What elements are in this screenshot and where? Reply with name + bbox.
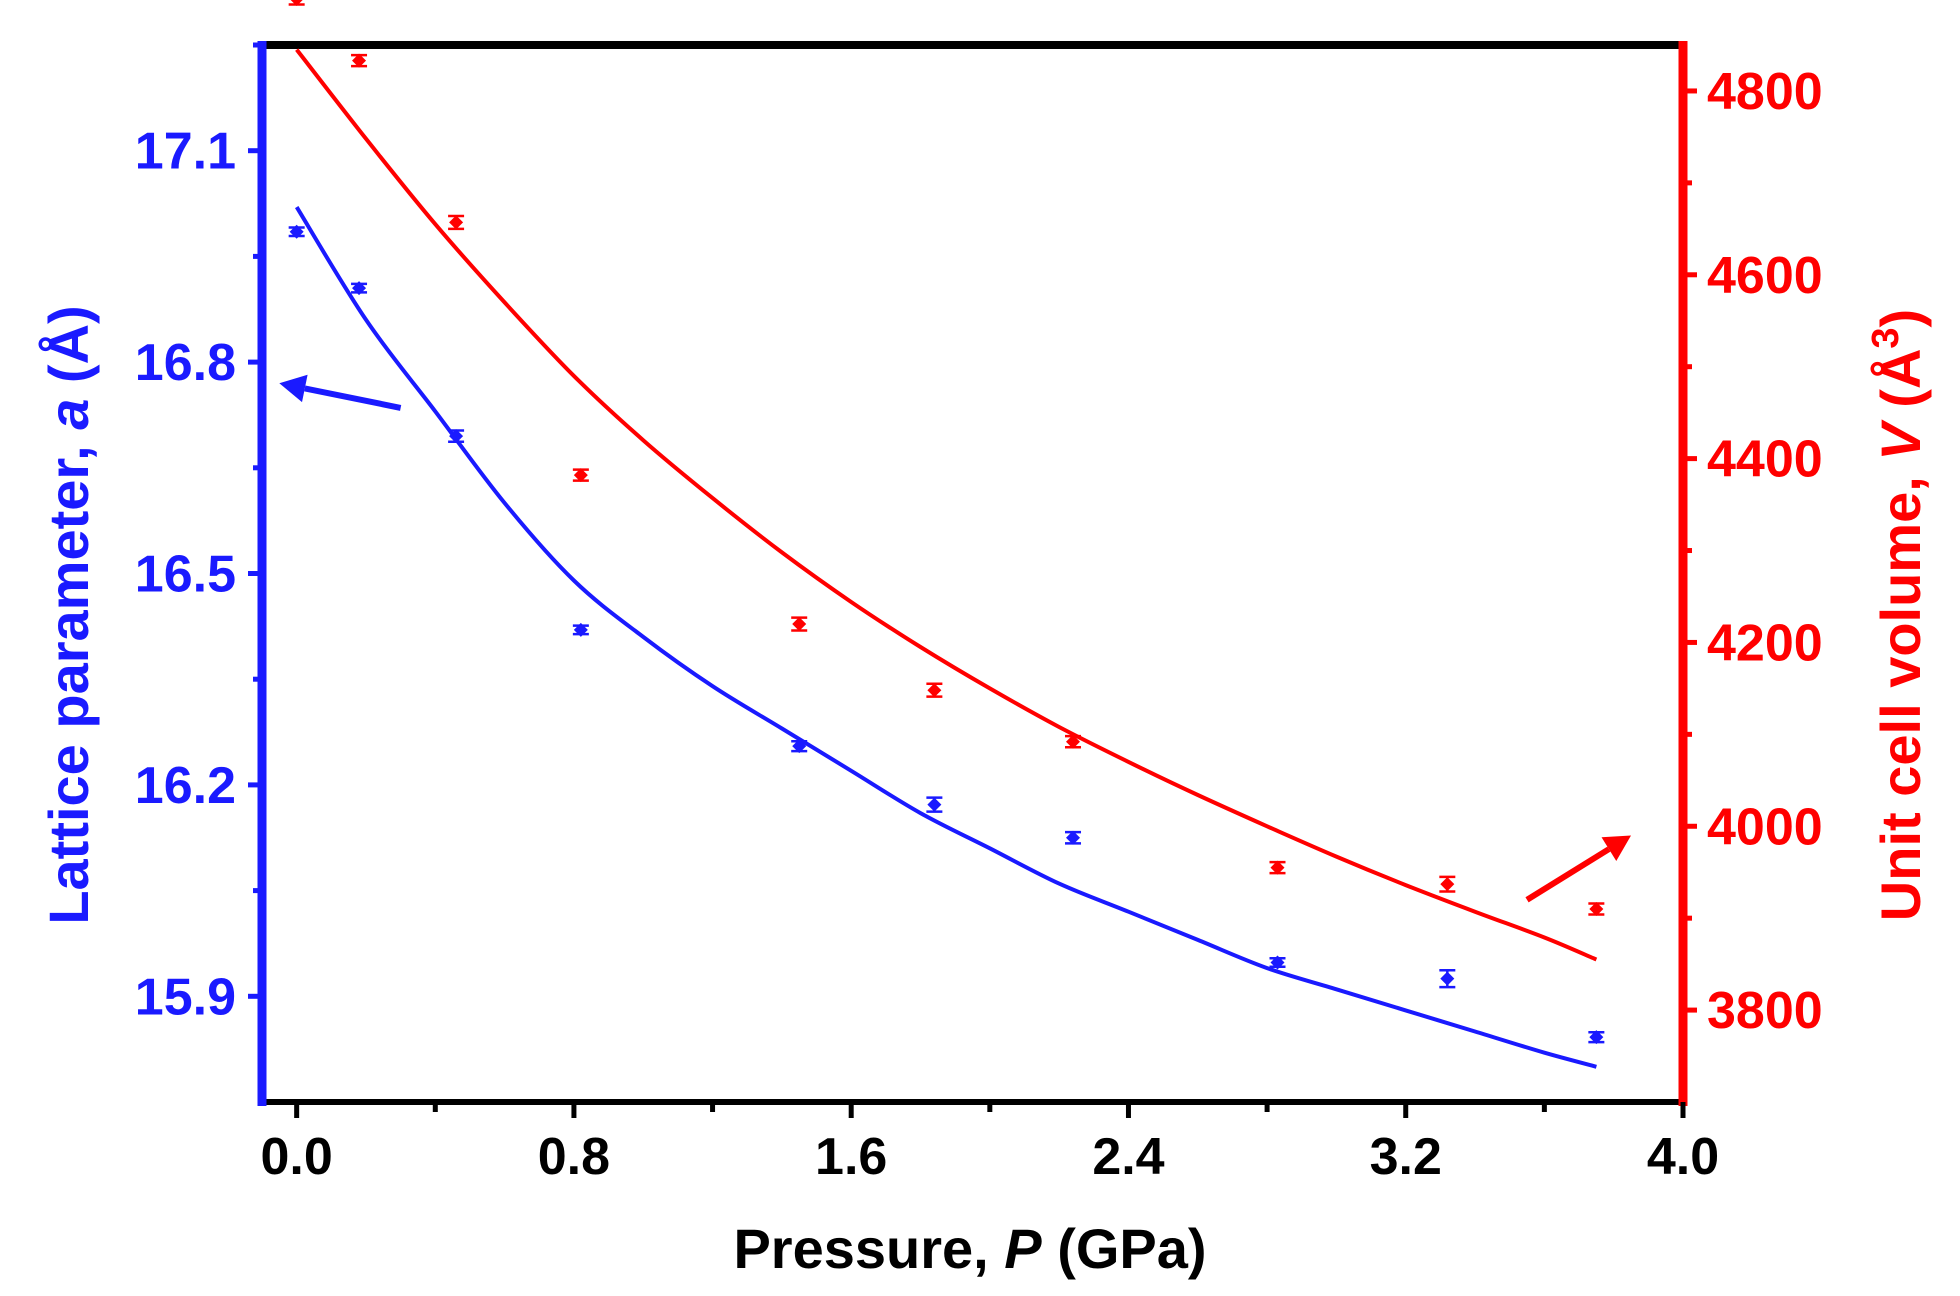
x-axis-title: Pressure, P (GPa) — [733, 1217, 1206, 1280]
y-right-tick-label: 4400 — [1707, 431, 1823, 489]
y-right-axis-title: Unit cell volume, V (Å3) — [1865, 309, 1932, 921]
tick-labels: 0.0 0.8 1.6 2.4 3.2 4.0 15.9 16.2 16.5 16.8 17.1 38… — [135, 63, 1823, 1186]
data-point — [1589, 1030, 1604, 1045]
data-point — [289, 224, 304, 239]
data-point — [927, 797, 942, 812]
data-point — [290, 0, 303, 7]
y-left-tick-label: 15.9 — [135, 968, 236, 1026]
x-tick-label: 4.0 — [1647, 1128, 1719, 1186]
data-point — [927, 683, 942, 698]
y-right-tick-label: 4200 — [1707, 614, 1823, 672]
data-points — [288, 0, 1605, 1045]
x-tick-label: 1.6 — [815, 1128, 887, 1186]
data-point — [1066, 830, 1081, 845]
data-point — [1440, 877, 1455, 892]
y-left-tick-label: 16.2 — [135, 757, 236, 815]
data-point — [1440, 971, 1455, 986]
y-right-tick-label: 4600 — [1707, 247, 1823, 305]
fit-curves — [294, 48, 1598, 1069]
left-axis-arrow-shaft — [304, 385, 402, 411]
y-left-tick-label: 16.8 — [135, 334, 236, 392]
x-tick-label: 0.0 — [261, 1128, 333, 1186]
right-axis-arrow-head — [1601, 835, 1632, 862]
y-left-axis-title: Lattice parameter, a (Å) — [37, 305, 100, 924]
data-point — [352, 281, 367, 296]
data-point — [792, 617, 807, 632]
x-tick-label: 3.2 — [1370, 1128, 1442, 1186]
fit-curve — [295, 48, 1598, 962]
y-right-tick-label: 4000 — [1707, 798, 1823, 856]
data-point — [449, 429, 464, 444]
axis-arrows — [279, 374, 1632, 903]
axis-ticks — [248, 42, 1697, 1118]
y-right-tick-label: 3800 — [1707, 982, 1823, 1040]
left-axis-arrow-head — [279, 374, 308, 403]
data-point — [573, 622, 588, 637]
data-point — [792, 739, 807, 754]
data-point — [1589, 901, 1604, 916]
right-axis-arrow-shaft — [1525, 846, 1611, 903]
y-right-tick-label: 4800 — [1707, 63, 1823, 121]
x-tick-label: 2.4 — [1092, 1128, 1164, 1186]
data-point — [1270, 860, 1285, 875]
data-point — [1066, 734, 1081, 749]
data-point — [1270, 955, 1285, 970]
fit-curve — [294, 206, 1597, 1069]
data-point — [573, 468, 588, 483]
y-left-tick-label: 16.5 — [135, 546, 236, 604]
data-point — [449, 215, 464, 230]
chart-frame — [257, 41, 1688, 1106]
data-point — [352, 53, 367, 68]
y-left-tick-label: 17.1 — [135, 123, 236, 181]
x-tick-label: 0.8 — [538, 1128, 610, 1186]
